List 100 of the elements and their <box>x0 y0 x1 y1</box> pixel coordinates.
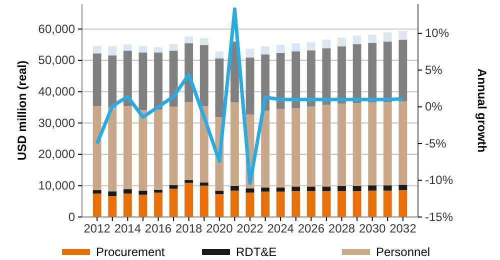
bar <box>352 186 362 191</box>
bar <box>154 192 162 217</box>
bar <box>398 184 408 190</box>
bar <box>338 186 346 191</box>
bar <box>200 45 208 106</box>
bar <box>200 38 208 46</box>
bar <box>108 55 117 108</box>
bar <box>108 46 117 56</box>
y2-tick-label: -5% <box>425 136 447 150</box>
bar <box>383 32 392 42</box>
bar <box>306 50 316 106</box>
bar <box>108 196 117 217</box>
bar <box>368 34 377 43</box>
x-tick-label: 2016 <box>144 222 172 236</box>
y2-tick-label: 5% <box>425 62 443 77</box>
bar <box>215 51 224 59</box>
bar <box>92 190 102 194</box>
bar <box>398 40 408 102</box>
bar <box>276 188 285 192</box>
bar <box>322 186 331 191</box>
bar <box>306 191 316 217</box>
bar <box>154 52 162 110</box>
bar <box>200 182 208 186</box>
bar <box>352 36 362 44</box>
x-tick-label: 2028 <box>328 222 356 236</box>
y2-axis-title: Annual growth <box>475 68 489 152</box>
bar <box>184 36 194 44</box>
bar <box>200 186 208 217</box>
bar <box>338 104 346 186</box>
bar <box>230 102 239 186</box>
bar <box>230 186 239 191</box>
x-tick-label: 2022 <box>236 222 264 236</box>
bar <box>215 190 224 194</box>
bar <box>261 46 270 54</box>
bar <box>246 48 254 58</box>
bar <box>169 44 178 51</box>
legend-label: Personnel <box>376 245 430 259</box>
bar <box>138 46 148 53</box>
y-tick-label: 10,000 <box>38 178 76 193</box>
x-tick-label: 2024 <box>267 222 294 236</box>
bar <box>398 190 408 217</box>
bar <box>383 190 392 217</box>
bar <box>123 44 132 51</box>
bar <box>292 191 300 217</box>
bar <box>123 194 132 217</box>
y2-tick-label: -15% <box>425 210 454 224</box>
legend-label: RDT&E <box>236 245 277 259</box>
bar <box>138 190 148 195</box>
bar <box>92 53 102 106</box>
y-tick-label: 20,000 <box>38 147 76 162</box>
y2-tick-label: 0% <box>425 100 443 114</box>
y-tick-label: 50,000 <box>38 53 76 68</box>
bar <box>306 106 316 187</box>
y-tick-label: 0 <box>68 210 76 224</box>
bar <box>276 108 285 188</box>
bar <box>292 51 300 108</box>
bar <box>154 110 162 190</box>
bar <box>184 180 194 183</box>
bar <box>138 194 148 217</box>
bar <box>246 58 254 115</box>
bar <box>368 42 377 102</box>
bar <box>108 107 117 192</box>
bar <box>215 58 224 118</box>
bar <box>306 186 316 191</box>
x-tick-label: 2018 <box>175 222 203 236</box>
x-tick-label: 2014 <box>114 222 142 236</box>
bar <box>246 188 254 193</box>
x-tick-label: 2012 <box>84 222 111 236</box>
bar <box>292 108 300 187</box>
y-axis-title: USD million (real) <box>15 60 29 161</box>
bar <box>292 43 300 52</box>
bar <box>322 191 331 217</box>
bar <box>246 192 254 217</box>
bar <box>383 42 392 102</box>
bar <box>92 106 102 190</box>
bar <box>338 38 346 46</box>
bar <box>276 192 285 217</box>
bar <box>154 47 162 53</box>
bar <box>338 46 346 104</box>
bar <box>368 185 377 191</box>
line-series <box>95 7 405 185</box>
bar <box>352 102 362 186</box>
bar <box>108 191 117 196</box>
x-tick-label: 2020 <box>206 222 234 236</box>
x-tick-label: 2032 <box>390 222 417 236</box>
bar <box>169 106 178 186</box>
bar <box>123 50 132 106</box>
bar <box>215 194 224 217</box>
bar <box>292 186 300 191</box>
bar <box>92 194 102 217</box>
bar <box>184 102 194 180</box>
bar <box>398 30 408 40</box>
bar <box>383 185 392 191</box>
bar <box>138 52 148 110</box>
bar <box>368 102 377 186</box>
bar <box>123 106 132 190</box>
bar <box>398 101 408 185</box>
y-tick-label: 40,000 <box>38 84 76 99</box>
bar <box>184 182 194 217</box>
x-tick-label: 2026 <box>298 222 325 236</box>
